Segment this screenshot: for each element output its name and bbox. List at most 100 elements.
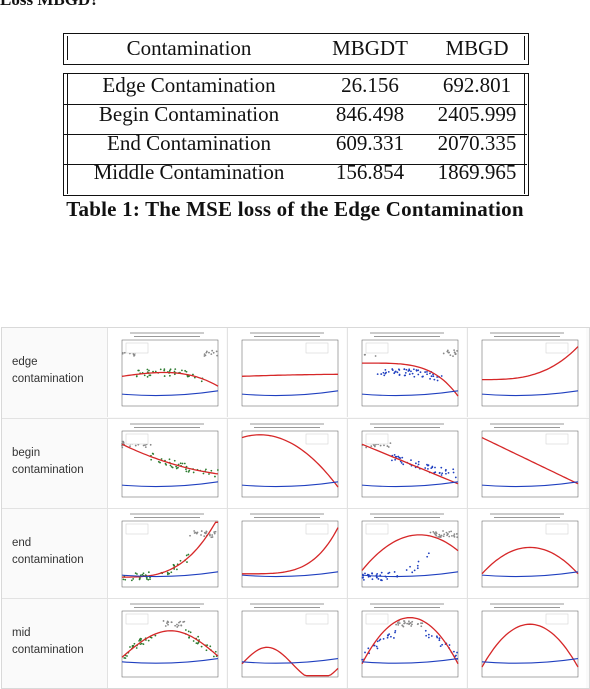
- scatter-point: [138, 640, 141, 642]
- scatter-point: [376, 640, 379, 643]
- row-label: end contamination: [12, 535, 107, 569]
- scatter-point: [211, 349, 214, 352]
- scatter-point: [212, 655, 215, 658]
- plot-frame: [361, 610, 459, 678]
- fit-curve-blue: [481, 390, 579, 397]
- figure-row-end: end contamination: [2, 508, 589, 598]
- scatter-point: [212, 351, 215, 354]
- row-label: mid contamination: [12, 625, 107, 659]
- scatter-point: [371, 572, 374, 575]
- scatter-point: [454, 353, 457, 355]
- scatter-point: [440, 466, 443, 469]
- scatter-point: [454, 476, 457, 479]
- scatter-point: [159, 368, 162, 371]
- figure-row-begin: begin contamination: [2, 418, 589, 508]
- table-row: Middle Contamination 156.854 1869.965: [63, 158, 529, 187]
- table-row: Begin Contamination 846.498 2405.999: [63, 100, 529, 129]
- scatter-point: [394, 629, 397, 632]
- scatter-point: [205, 468, 207, 471]
- scatter-point: [403, 620, 406, 622]
- scatter-point: [163, 375, 166, 377]
- scatter-point: [130, 579, 133, 582]
- scatter-point: [170, 571, 173, 574]
- scatter-point: [380, 571, 383, 574]
- plot-frame: [361, 520, 459, 588]
- scatter-point: [432, 375, 435, 378]
- scatter-point: [138, 638, 141, 641]
- scatter-point: [427, 552, 430, 555]
- scatter-point: [197, 635, 200, 638]
- scatter-point: [136, 573, 138, 575]
- plot-legend-placeholder: [125, 523, 149, 535]
- scatter-point: [456, 350, 458, 352]
- plot-legend-placeholder: [545, 433, 569, 445]
- scatter-point: [390, 635, 392, 638]
- scatter-point: [412, 368, 415, 371]
- scatter-point: [203, 535, 206, 538]
- fit-curve-blue: [361, 571, 459, 578]
- scatter-point: [177, 624, 180, 627]
- scatter-point: [134, 572, 137, 575]
- scatter-point: [440, 375, 443, 377]
- scatter-point: [384, 372, 387, 375]
- fit-curve-blue: [361, 481, 459, 488]
- scatter-point: [210, 469, 213, 472]
- plot-legend-placeholder: [305, 433, 329, 445]
- scatter-point: [371, 578, 374, 581]
- scatter-point: [375, 645, 378, 648]
- scatter-point: [408, 622, 411, 625]
- scatter-point: [215, 350, 218, 353]
- plot-svg: [481, 332, 579, 407]
- scatter-point: [417, 373, 420, 376]
- scatter-point: [137, 369, 140, 372]
- scatter-point: [400, 461, 403, 464]
- fit-curve-red: [241, 373, 338, 377]
- scatter-point: [203, 353, 206, 356]
- scatter-point: [174, 624, 177, 627]
- scatter-point: [408, 373, 411, 376]
- header-mbgdt: MBGDT: [332, 35, 408, 60]
- plot-thumbnail: [347, 509, 466, 598]
- plot-frame: [241, 430, 339, 498]
- plot-legend-placeholder: [545, 613, 569, 625]
- scatter-point: [151, 452, 154, 455]
- scatter-point: [163, 369, 166, 372]
- scatter-point: [145, 576, 148, 579]
- scatter-point: [384, 368, 387, 371]
- scatter-point: [449, 354, 452, 357]
- plot-frame: [121, 339, 219, 407]
- plot-legend-placeholder: [305, 613, 329, 625]
- scatter-point: [380, 373, 383, 375]
- scatter-point: [416, 567, 419, 570]
- scatter-point: [393, 571, 396, 573]
- scatter-point: [440, 534, 443, 537]
- scatter-point: [386, 636, 389, 639]
- plot-legend-placeholder: [545, 342, 569, 354]
- plot-frame: [121, 430, 219, 498]
- mbgd-value: 2405.999: [437, 102, 517, 126]
- plot-legend-placeholder: [305, 523, 329, 535]
- scatter-point: [456, 536, 459, 539]
- scatter-point: [377, 578, 380, 580]
- scatter-point: [210, 353, 213, 356]
- scatter-point: [195, 642, 198, 645]
- scatter-point: [370, 445, 373, 448]
- scatter-point: [166, 572, 169, 575]
- scatter-point: [404, 371, 407, 374]
- scatter-point: [393, 453, 396, 456]
- plot-thumbnail: [107, 419, 226, 508]
- scatter-point: [417, 369, 420, 372]
- scatter-point: [431, 466, 434, 469]
- scatter-point: [174, 368, 177, 371]
- plot-thumbnail: [227, 328, 346, 417]
- scatter-point: [448, 644, 451, 646]
- scatter-point: [425, 634, 428, 637]
- table-header-row: Contamination MBGDT MBGD: [63, 33, 529, 63]
- scatter-point: [438, 639, 441, 642]
- scatter-point: [448, 535, 451, 538]
- scatter-point: [441, 472, 444, 475]
- scatter-point: [445, 472, 447, 475]
- plot-frame: [121, 610, 219, 678]
- table-row: Edge Contamination 26.156 692.801: [63, 71, 529, 100]
- scatter-point: [123, 351, 126, 354]
